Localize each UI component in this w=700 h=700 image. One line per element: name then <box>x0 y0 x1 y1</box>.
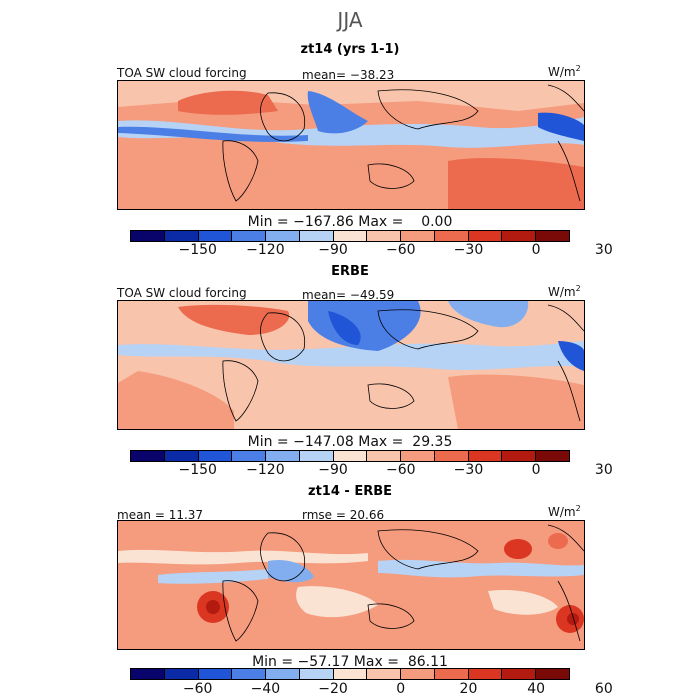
colorbar-tick-label: 30 <box>594 242 613 258</box>
colorbar-swatch <box>468 451 503 461</box>
colorbar-tick-label: 30 <box>594 462 613 478</box>
panel-2-mean-label: mean= −49.59 <box>302 288 395 302</box>
colorbar-swatch <box>502 231 537 241</box>
colorbar-swatch <box>333 451 368 461</box>
colorbar-swatch <box>198 451 233 461</box>
colorbar-swatch <box>434 451 469 461</box>
colorbar-swatch <box>333 231 368 241</box>
colorbar-tick-label: −30 <box>453 242 484 258</box>
panel-2-map <box>117 300 585 430</box>
colorbar-swatch <box>502 669 537 679</box>
colorbar-tick-label: −60 <box>385 462 416 478</box>
colorbar-swatch <box>401 669 435 679</box>
colorbar-swatch <box>232 451 267 461</box>
colorbar-swatch <box>468 231 503 241</box>
panel-2-colorbar-ticks: −150 −120 −90 −60 −30 0 30 <box>130 462 612 478</box>
colorbar-tick-label: −30 <box>453 462 484 478</box>
panel-1-colorbar <box>130 230 570 242</box>
colorbar-tick-label: 20 <box>459 681 478 697</box>
colorbar-swatch <box>198 231 233 241</box>
colorbar-tick-label: −90 <box>318 462 348 478</box>
colorbar-swatch <box>434 231 469 241</box>
colorbar-tick-label: −120 <box>246 462 285 478</box>
panel-2-left-label: TOA SW cloud forcing <box>117 286 247 300</box>
colorbar-tick-label: −120 <box>246 242 285 258</box>
colorbar-tick-label: 0 <box>396 681 406 697</box>
colorbar-swatch <box>299 231 334 241</box>
panel-1-units: W/m2 <box>548 64 581 79</box>
colorbar-swatch <box>367 231 402 241</box>
colorbar-swatch <box>468 669 503 679</box>
panel-3-colorbar-ticks: −60 −40 −20 0 20 40 60 <box>130 681 613 697</box>
panel-1-title: zt14 (yrs 1-1) <box>300 42 400 57</box>
panel-2-units: W/m2 <box>548 284 581 299</box>
colorbar-swatch <box>198 669 233 679</box>
colorbar-swatch <box>299 451 334 461</box>
colorbar-swatch <box>266 231 300 241</box>
colorbar-tick-label: 60 <box>594 681 613 697</box>
panel-1-colorbar-ticks: −150 −120 −90 −60 −30 0 30 <box>130 242 612 258</box>
panel-1-minmax: Min = −167.86 Max = 0.00 <box>247 214 453 230</box>
panel-3-rmse-label: rmse = 20.66 <box>302 508 385 522</box>
colorbar-swatch <box>232 231 267 241</box>
colorbar-tick-label: −60 <box>182 681 213 697</box>
colorbar-tick-label: 0 <box>531 462 541 478</box>
colorbar-swatch <box>401 231 435 241</box>
colorbar-swatch <box>266 451 300 461</box>
colorbar-tick-label: −60 <box>385 242 416 258</box>
colorbar-swatch <box>536 231 569 241</box>
colorbar-swatch <box>299 669 334 679</box>
colorbar-swatch <box>131 669 165 679</box>
colorbar-swatch <box>536 451 569 461</box>
colorbar-swatch <box>232 669 267 679</box>
panel-3-colorbar <box>130 668 570 680</box>
panel-3-title: zt14 - ERBE <box>308 484 392 499</box>
panel-3-minmax: Min = −57.17 Max = 86.11 <box>252 654 448 670</box>
colorbar-tick-label: 0 <box>531 242 541 258</box>
colorbar-tick-label: 40 <box>527 681 546 697</box>
colorbar-swatch <box>536 669 569 679</box>
colorbar-swatch <box>434 669 469 679</box>
colorbar-swatch <box>367 669 402 679</box>
colorbar-swatch <box>131 451 165 461</box>
colorbar-tick-label: −150 <box>178 242 217 258</box>
colorbar-swatch <box>333 669 368 679</box>
colorbar-tick-label: −20 <box>318 681 348 697</box>
colorbar-tick-label: −150 <box>178 462 217 478</box>
panel-2-title: ERBE <box>331 264 369 279</box>
colorbar-swatch <box>164 451 199 461</box>
colorbar-swatch <box>502 451 537 461</box>
panel-3-map <box>117 520 585 650</box>
panel-3-units: W/m2 <box>548 504 581 519</box>
panel-1-left-label: TOA SW cloud forcing <box>117 66 247 80</box>
colorbar-tick-label: −40 <box>250 681 281 697</box>
colorbar-swatch <box>367 451 402 461</box>
colorbar-swatch <box>266 669 300 679</box>
colorbar-swatch <box>131 231 165 241</box>
panel-2-colorbar <box>130 450 570 462</box>
colorbar-tick-label: −90 <box>318 242 348 258</box>
colorbar-swatch <box>164 231 199 241</box>
colorbar-swatch <box>401 451 435 461</box>
figure-title: JJA <box>337 8 363 32</box>
panel-2-minmax: Min = −147.08 Max = 29.35 <box>247 434 453 450</box>
panel-1-map <box>117 80 585 210</box>
panel-1-mean-label: mean= −38.23 <box>302 68 395 82</box>
panel-3-mean-label: mean = 11.37 <box>117 508 204 522</box>
colorbar-swatch <box>164 669 199 679</box>
